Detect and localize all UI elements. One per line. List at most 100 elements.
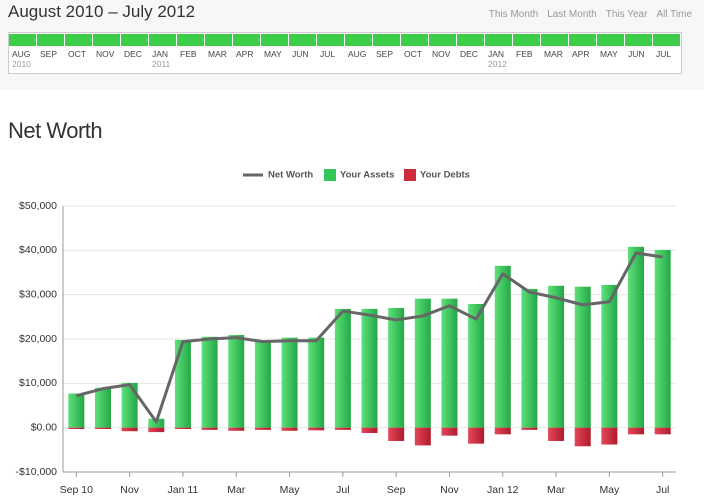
bar (441, 427, 458, 436)
bar (548, 427, 565, 441)
legend-label: Your Debts (420, 170, 470, 181)
year-label: 2012 (488, 59, 507, 69)
timeline-month[interactable]: MAR (205, 33, 233, 73)
month-strip (485, 34, 512, 46)
month-strip (429, 34, 456, 46)
legend-label: Net Worth (268, 170, 313, 181)
year-label: 2010 (12, 59, 31, 69)
month-label: MAY (264, 49, 282, 59)
month-strip (541, 34, 568, 46)
timeline-month[interactable]: AUG 2010 (9, 33, 37, 73)
timeline-month[interactable]: JUL (317, 33, 345, 73)
timeline-month[interactable]: FEB (513, 33, 541, 73)
bar (228, 427, 245, 431)
bar (654, 427, 671, 435)
timeline-month[interactable]: APR (569, 33, 597, 73)
x-tick-label: Mar (227, 484, 246, 496)
timeline-month[interactable]: OCT (401, 33, 429, 73)
month-label: MAY (600, 49, 618, 59)
x-tick-label: May (599, 484, 620, 496)
timeline-month[interactable]: SEP (37, 33, 65, 73)
bar (121, 382, 138, 428)
month-strip (513, 34, 540, 46)
bar (174, 427, 191, 429)
bar (628, 427, 645, 435)
bar (361, 308, 378, 428)
timeline-month[interactable]: FEB (177, 33, 205, 73)
month-label: FEB (180, 49, 197, 59)
timeline-month[interactable]: DEC (121, 33, 149, 73)
year-label: 2011 (152, 59, 171, 69)
bar (334, 427, 351, 430)
timeline-month[interactable]: OCT (65, 33, 93, 73)
x-tick-label: Nov (120, 484, 139, 496)
timeline-month[interactable]: APR (233, 33, 261, 73)
range-link[interactable]: Last Month (547, 9, 597, 20)
month-strip (373, 34, 400, 46)
range-link[interactable]: All Time (656, 9, 692, 20)
month-strip (569, 34, 596, 46)
y-tick-label: $0.00 (31, 421, 57, 433)
bar (68, 427, 85, 429)
timeline-month[interactable]: JAN 2012 (485, 33, 513, 73)
month-strip (653, 34, 680, 46)
month-strip (121, 34, 148, 46)
month-strip (93, 34, 120, 46)
bar (414, 427, 431, 446)
timeline-month[interactable]: DEC (457, 33, 485, 73)
bar (574, 427, 591, 447)
month-label: JUL (656, 49, 672, 59)
y-tick-label: $40,000 (19, 244, 57, 256)
range-link[interactable]: This Month (488, 9, 539, 20)
month-strip (205, 34, 232, 46)
bar (494, 265, 511, 428)
month-label: JAN (488, 49, 505, 59)
y-tick-label: $10,000 (19, 377, 57, 389)
month-label: APR (236, 49, 254, 59)
timeline-month[interactable]: JUN (289, 33, 317, 73)
month-strip (457, 34, 484, 46)
month-strip (401, 34, 428, 46)
range-link[interactable]: This Year (605, 9, 648, 20)
month-label: FEB (516, 49, 533, 59)
month-label: AUG (348, 49, 367, 59)
x-tick-label: Jul (336, 484, 349, 496)
legend-label: Your Assets (340, 170, 394, 181)
month-label: DEC (460, 49, 478, 59)
bar (441, 298, 458, 428)
timeline-month[interactable]: JUL (653, 33, 681, 73)
timeline-month[interactable]: NOV (429, 33, 457, 73)
month-strip (261, 34, 288, 46)
bar (494, 427, 511, 435)
bar (574, 286, 591, 428)
month-label: MAR (208, 49, 227, 59)
bar (308, 337, 325, 428)
bar (388, 307, 405, 428)
timeline-month[interactable]: MAR (541, 33, 569, 73)
bar (121, 427, 138, 432)
timeline-month[interactable]: JAN 2011 (149, 33, 177, 73)
month-strip (289, 34, 316, 46)
bar (601, 427, 618, 445)
bar (521, 427, 538, 430)
bar (308, 427, 325, 431)
timeline-month[interactable]: JUN (625, 33, 653, 73)
month-label: JUN (628, 49, 645, 59)
bar (174, 339, 191, 428)
bar (361, 427, 378, 433)
bar (148, 427, 165, 433)
month-label: NOV (96, 49, 115, 59)
range-links: This Month Last Month This Year All Time (480, 9, 692, 20)
legend-swatch (324, 169, 336, 181)
timeline-month[interactable]: AUG (345, 33, 373, 73)
timeline-month[interactable]: SEP (373, 33, 401, 73)
bar (654, 249, 671, 428)
timeline-month[interactable]: MAY (597, 33, 625, 73)
month-label: JUN (292, 49, 309, 59)
timeline-month[interactable]: MAY (261, 33, 289, 73)
month-label: JUL (320, 49, 336, 59)
timeline-month[interactable]: NOV (93, 33, 121, 73)
month-strip (233, 34, 260, 46)
month-label: SEP (40, 49, 58, 59)
